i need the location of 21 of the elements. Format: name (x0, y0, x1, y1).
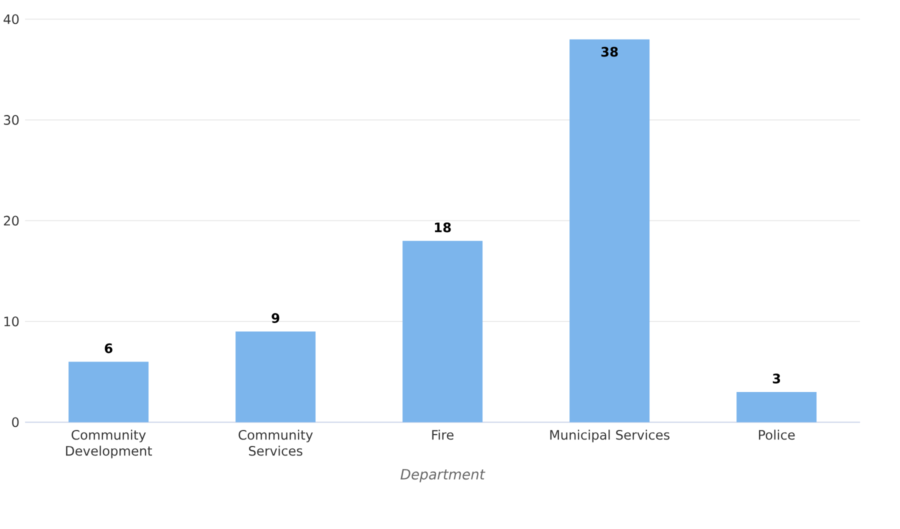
data-label: 18 (434, 222, 451, 232)
data-label: 38 (601, 46, 618, 57)
bar (236, 332, 316, 422)
bar (736, 392, 817, 422)
bar (570, 39, 650, 422)
y-tick-label: 20 (4, 216, 19, 226)
y-tick-label: 40 (4, 14, 19, 24)
y-tick-label: 0 (12, 417, 19, 428)
data-label: 9 (272, 313, 280, 323)
y-tick-label: 10 (4, 316, 19, 326)
x-tick-label: Municipal Services (550, 430, 670, 442)
x-tick-label: Fire (432, 430, 454, 440)
x-tick-label: Community Services (238, 430, 313, 456)
bar (68, 362, 149, 422)
x-axis-title: Department (400, 469, 486, 482)
data-label: 3 (772, 374, 780, 384)
x-tick-label: Police (758, 430, 795, 440)
x-tick-label: Community Development (66, 430, 152, 458)
y-tick-label: 30 (4, 115, 19, 125)
data-label: 6 (104, 343, 112, 354)
bar (402, 240, 483, 422)
